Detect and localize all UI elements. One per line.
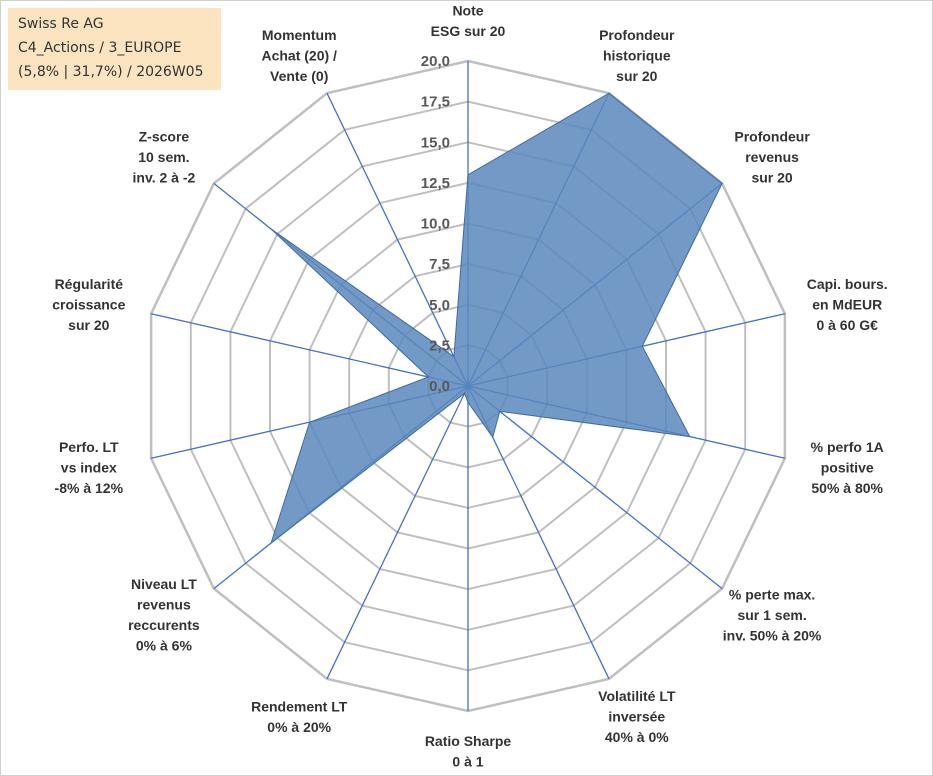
- axis-label-line: positive: [821, 460, 874, 476]
- axis-label-line: 40% à 0%: [605, 729, 669, 745]
- axis-label-line: Rendement LT: [251, 698, 348, 714]
- axis-label-line: % perfo 1A: [811, 439, 884, 455]
- axis-label-line: % perte max.: [729, 586, 815, 602]
- axis-label-line: -8% à 12%: [55, 480, 124, 496]
- axis-label-4: Capi. bours. en MdEUR 0 à 60 G€: [807, 276, 888, 333]
- axis-label-line: 50% à 80%: [811, 480, 883, 496]
- tick-label-2: 5,0: [429, 297, 450, 314]
- axis-spoke-6: [467, 385, 723, 590]
- axis-label-line: Volatilité LT: [598, 688, 676, 704]
- axis-label-line: vs index: [61, 460, 117, 476]
- axis-label-line: ESG sur 20: [431, 23, 506, 39]
- axis-spoke-14: [326, 92, 469, 387]
- chart-subtitle-line-1: C4_Actions / 3_EUROPE: [18, 40, 182, 56]
- axis-label-line: Capi. bours.: [807, 276, 888, 292]
- tick-label-8: 20,0: [421, 53, 450, 70]
- axis-spoke-12: [150, 313, 469, 387]
- tick-label-1: 2,5: [429, 337, 450, 354]
- axis-label-14: Momentum Achat (20) / Vente (0): [261, 27, 337, 84]
- axis-label-line: sur 20: [751, 170, 792, 186]
- axis-label-line: inv. 50% à 20%: [723, 627, 822, 643]
- axis-label-line: sur 1 sem.: [737, 607, 806, 623]
- axis-label-11: Perfo. LT vs index -8% à 12%: [55, 439, 124, 496]
- axis-label-3: Profondeur revenus sur 20: [734, 129, 810, 186]
- axis-label-line: reccurents: [128, 617, 200, 633]
- axis-label-line: Momentum: [262, 27, 337, 43]
- axis-label-line: 0% à 20%: [267, 719, 331, 735]
- axis-label-line: Profondeur: [599, 27, 675, 43]
- axis-label-line: sur 20: [68, 317, 109, 333]
- axis-label-line: inversée: [608, 709, 665, 725]
- axis-label-line: Perfo. LT: [59, 439, 119, 455]
- tick-label-4: 10,0: [421, 216, 450, 233]
- axis-label-line: Ratio Sharpe: [425, 733, 512, 749]
- axis-label-line: croissance: [52, 296, 125, 312]
- axis-label-line: Z-score: [139, 129, 190, 145]
- axis-label-line: 0 à 1: [452, 754, 483, 770]
- axis-label-line: Niveau LT: [131, 576, 197, 592]
- chart-title-box: Swiss Re AG C4_Actions / 3_EUROPE (5,8% …: [8, 8, 221, 90]
- axis-label-13: Z-score 10 sem. inv. 2 à -2: [133, 129, 196, 186]
- axis-label-line: historique: [603, 47, 671, 63]
- axis-label-line: Profondeur: [734, 129, 810, 145]
- chart-subtitle-line-2: (5,8% | 31,7%) / 2026W05: [18, 64, 204, 80]
- tick-label-7: 17,5: [421, 94, 450, 111]
- axis-label-line: Régularité: [55, 276, 124, 292]
- axis-label-12: Régularité croissance sur 20: [52, 276, 125, 333]
- axis-label-10: Niveau LT revenus reccurents 0% à 6%: [128, 576, 200, 654]
- axis-label-line: sur 20: [616, 68, 657, 84]
- axis-label-line: 0% à 6%: [136, 638, 193, 654]
- radar-axis-labels: Note ESG sur 20 Profondeur historique sur 20…: [52, 3, 887, 770]
- series-area: [270, 92, 723, 545]
- tick-label-3: 7,5: [429, 256, 450, 273]
- axis-label-5: % perfo 1A positive 50% à 80%: [811, 439, 884, 496]
- axis-label-line: Achat (20) /: [261, 47, 337, 63]
- axis-label-6: % perte max. sur 1 sem. inv. 50% à 20%: [723, 586, 822, 643]
- axis-spoke-9: [326, 385, 469, 680]
- axis-label-line: revenus: [137, 597, 191, 613]
- radar-series: [270, 92, 723, 545]
- axis-label-line: inv. 2 à -2: [133, 170, 196, 186]
- axis-label-line: Note: [452, 3, 483, 19]
- tick-label-5: 12,5: [421, 175, 450, 192]
- axis-label-line: 0 à 60 G€: [816, 317, 878, 333]
- axis-label-8: Ratio Sharpe 0 à 1: [425, 733, 512, 770]
- axis-label-line: en MdEUR: [812, 296, 882, 312]
- axis-label-2: Profondeur historique sur 20: [599, 27, 675, 84]
- axis-label-line: Vente (0): [270, 68, 328, 84]
- radar-tick-labels: 0,0 2,5 5,0 7,5 10,0 12,5 15,0 17,5 20,0: [421, 53, 450, 395]
- tick-label-6: 15,0: [421, 134, 450, 151]
- tick-label-0: 0,0: [429, 378, 450, 395]
- axis-label-line: 10 sem.: [138, 149, 189, 165]
- axis-label-7: Volatilité LT inversée 40% à 0%: [598, 688, 676, 745]
- axis-label-line: revenus: [745, 149, 799, 165]
- axis-label-1: Note ESG sur 20: [431, 3, 506, 40]
- chart-title: Swiss Re AG: [18, 16, 104, 32]
- axis-label-9: Rendement LT 0% à 20%: [251, 698, 348, 735]
